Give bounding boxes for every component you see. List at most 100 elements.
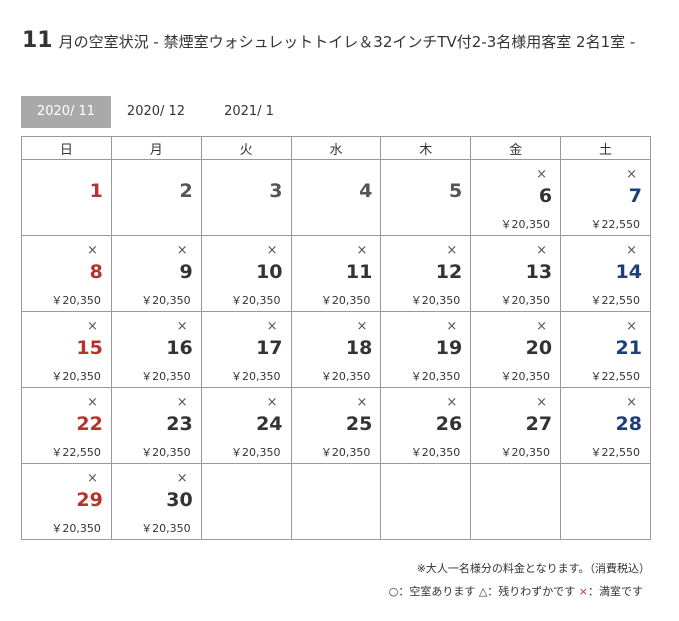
day-price: ￥20,350 — [500, 218, 551, 231]
calendar-empty-cell — [380, 463, 472, 540]
day-number: 3 — [269, 180, 283, 202]
full-mark-icon: × — [86, 471, 98, 486]
calendar-day-cell: × 7 ￥22,550 — [560, 159, 651, 236]
calendar-day-cell: × 11 ￥20,350 — [290, 235, 382, 312]
day-number: 6 — [538, 185, 553, 207]
day-number: 16 — [166, 337, 193, 359]
weekday-wed: 水 — [290, 136, 382, 160]
day-price: ￥20,350 — [410, 294, 461, 307]
month-tabs: 2020/ 11 2020/ 12 2021/ 1 — [21, 96, 294, 128]
calendar-day-cell: × 8 ￥20,350 — [21, 235, 112, 312]
day-number: 21 — [615, 337, 642, 359]
calendar-day-cell: × 10 ￥20,350 — [200, 235, 292, 312]
weekday-sat: 土 — [560, 136, 651, 160]
day-number: 2 — [179, 180, 193, 202]
availability-legend: ○：空室あります △：残りわずかです ×：満室です — [389, 583, 643, 599]
tab-2021-1[interactable]: 2021/ 1 — [224, 104, 274, 119]
calendar-day-cell: × 12 ￥20,350 — [380, 235, 472, 312]
calendar-day-cell: 1 — [21, 159, 112, 236]
day-price: ￥20,350 — [320, 294, 371, 307]
day-price: ￥20,350 — [231, 370, 281, 383]
legend-suffix: ：満室です — [588, 585, 643, 598]
legend-prefix: ○：空室あります △：残りわずかです — [388, 585, 579, 598]
day-price: ￥20,350 — [231, 446, 281, 459]
day-number: 14 — [615, 261, 642, 283]
calendar-empty-cell — [290, 463, 382, 540]
calendar-day-cell: × 26 ￥20,350 — [380, 387, 472, 464]
weekday-tue: 火 — [200, 136, 292, 160]
day-number: 9 — [179, 261, 193, 283]
day-price: ￥20,350 — [51, 370, 101, 383]
full-mark-icon: × — [176, 243, 188, 258]
calendar-day-cell: 4 — [290, 159, 382, 236]
calendar-day-cell: × 25 ￥20,350 — [290, 387, 382, 464]
day-price: ￥20,350 — [51, 522, 101, 535]
calendar-day-cell: × 29 ￥20,350 — [21, 463, 112, 540]
day-number: 1 — [89, 180, 103, 202]
calendar-day-cell: × 13 ￥20,350 — [470, 235, 562, 312]
full-mark-icon: × — [446, 243, 458, 258]
full-mark-icon: × — [626, 319, 637, 334]
day-number: 24 — [256, 413, 283, 435]
title-text: 月の空室状況 - 禁煙室ウォシュレットトイレ＆32インチTV付2-3名様用客室 … — [58, 33, 636, 51]
day-number: 5 — [448, 180, 463, 202]
calendar-day-cell: × 20 ￥20,350 — [470, 311, 562, 388]
calendar-week-row: × 15 ￥20,350 × 16 ￥20,350 × 17 ￥20,350 × 18 ￥20,350… — [21, 311, 651, 388]
day-price: ￥20,350 — [500, 294, 551, 307]
day-number: 13 — [525, 261, 553, 283]
calendar-day-cell: × 22 ￥22,550 — [21, 387, 112, 464]
day-price: ￥22,550 — [590, 370, 641, 383]
day-number: 23 — [166, 413, 193, 435]
day-number: 19 — [435, 337, 463, 359]
day-number: 17 — [256, 337, 283, 359]
full-mark-icon: × — [356, 395, 368, 410]
full-mark-icon: × — [536, 167, 548, 182]
full-mark-icon: × — [356, 243, 368, 258]
calendar-day-cell: × 21 ￥22,550 — [560, 311, 651, 388]
calendar-day-cell: × 24 ￥20,350 — [200, 387, 292, 464]
weekday-header-row: 日 月 火 水 木 金 土 — [21, 136, 651, 160]
tab-2020-12[interactable]: 2020/ 12 — [126, 104, 186, 119]
availability-calendar: 日 月 火 水 木 金 土 1 2 3 4 5 × 6 ￥20,350 × 7 ￥22,550 × 8 ￥… — [21, 136, 651, 540]
legend-full-mark: × — [578, 585, 588, 598]
calendar-empty-cell — [200, 463, 292, 540]
day-number: 8 — [89, 261, 103, 283]
day-number: 10 — [256, 261, 283, 283]
day-price: ￥22,550 — [590, 446, 641, 459]
calendar-day-cell: 5 — [380, 159, 472, 236]
day-number: 25 — [345, 413, 373, 435]
full-mark-icon: × — [176, 471, 188, 486]
calendar-day-cell: × 14 ￥22,550 — [560, 235, 651, 312]
calendar-day-cell: × 28 ￥22,550 — [560, 387, 651, 464]
day-number: 7 — [628, 185, 642, 207]
full-mark-icon: × — [266, 243, 278, 258]
full-mark-icon: × — [266, 319, 278, 334]
full-mark-icon: × — [626, 243, 637, 258]
day-number: 29 — [76, 489, 103, 511]
day-number: 28 — [615, 413, 642, 435]
day-price: ￥22,550 — [590, 218, 641, 231]
day-number: 15 — [76, 337, 103, 359]
day-price: ￥20,350 — [500, 446, 551, 459]
calendar-body: 1 2 3 4 5 × 6 ￥20,350 × 7 ￥22,550 × 8 ￥20,350 × 9 ￥20,35… — [21, 159, 651, 540]
day-number: 30 — [166, 489, 193, 511]
day-number: 20 — [525, 337, 553, 359]
day-price: ￥20,350 — [141, 370, 191, 383]
full-mark-icon: × — [86, 243, 98, 258]
calendar-day-cell: × 18 ￥20,350 — [290, 311, 382, 388]
calendar-day-cell: × 16 ￥20,350 — [110, 311, 202, 388]
full-mark-icon: × — [536, 395, 548, 410]
weekday-sun: 日 — [21, 136, 112, 160]
day-price: ￥20,350 — [141, 294, 191, 307]
day-price: ￥20,350 — [141, 446, 191, 459]
calendar-day-cell: × 6 ￥20,350 — [470, 159, 562, 236]
calendar-day-cell: × 17 ￥20,350 — [200, 311, 292, 388]
weekday-mon: 月 — [110, 136, 202, 160]
full-mark-icon: × — [176, 395, 188, 410]
weekday-fri: 金 — [470, 136, 562, 160]
calendar-day-cell: 2 — [110, 159, 202, 236]
calendar-week-row: 1 2 3 4 5 × 6 ￥20,350 × 7 ￥22,550 — [21, 159, 651, 236]
calendar-empty-cell — [470, 463, 562, 540]
tab-2020-11[interactable]: 2020/ 11 — [21, 96, 111, 128]
calendar-day-cell: × 27 ￥20,350 — [470, 387, 562, 464]
